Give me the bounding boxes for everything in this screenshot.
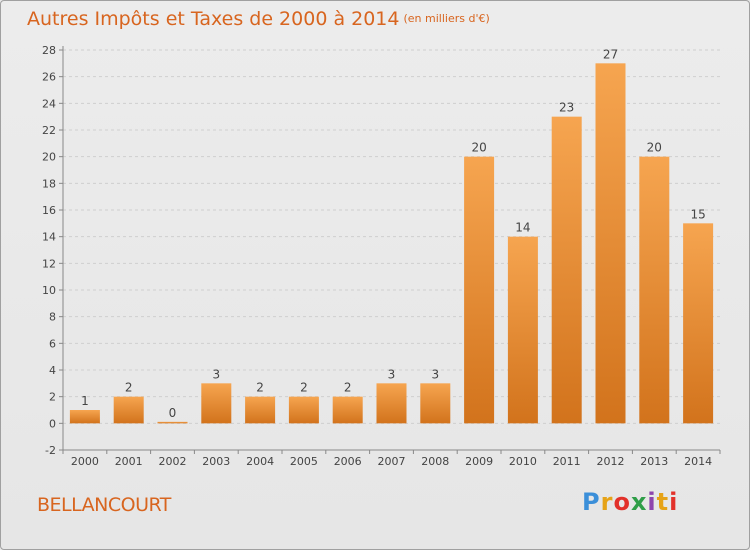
data-label: 20 — [471, 141, 486, 155]
bar — [69, 410, 100, 424]
bar — [201, 383, 232, 424]
y-tick-label: 22 — [42, 124, 56, 137]
x-tick-label: 2005 — [290, 455, 318, 468]
y-tick-label: 4 — [49, 364, 56, 377]
y-tick-label: 16 — [42, 204, 56, 217]
data-label: 27 — [603, 47, 618, 61]
x-tick-label: 2004 — [246, 455, 274, 468]
data-label: 2 — [125, 381, 133, 395]
x-tick-label: 2012 — [597, 455, 625, 468]
bar — [288, 396, 319, 424]
y-tick-label: 20 — [42, 151, 56, 164]
title-unit: (en milliers d'€) — [403, 12, 490, 25]
bars — [69, 63, 714, 424]
bar — [595, 63, 626, 424]
data-label: 3 — [388, 367, 396, 381]
y-tick-label: 6 — [49, 337, 56, 350]
bar — [245, 396, 276, 424]
data-label: 2 — [256, 381, 264, 395]
y-tick-label: 12 — [42, 257, 56, 270]
y-tick-label: -2 — [45, 444, 56, 457]
bar — [464, 156, 495, 424]
data-label: 1 — [81, 394, 89, 408]
data-label: 0 — [169, 406, 177, 420]
bar — [157, 421, 188, 424]
bar — [639, 156, 670, 424]
bar — [376, 383, 407, 424]
data-label: 2 — [300, 381, 308, 395]
x-tick-label: 2002 — [159, 455, 187, 468]
x-tick-label: 2007 — [378, 455, 406, 468]
data-label: 2 — [344, 381, 352, 395]
y-tick-label: 2 — [49, 391, 56, 404]
data-label: 14 — [515, 221, 530, 235]
y-tick-label: 28 — [42, 44, 56, 57]
title-text: Autres Impôts et Taxes de 2000 à 2014 — [27, 8, 400, 30]
y-tick-label: 8 — [49, 311, 56, 324]
data-label: 20 — [647, 141, 662, 155]
city-name: BELLANCOURT — [37, 494, 171, 516]
y-tick-label: 26 — [42, 71, 56, 84]
chart-title: Autres Impôts et Taxes de 2000 à 2014 (en… — [27, 8, 490, 30]
bar — [420, 383, 451, 424]
x-tick-label: 2006 — [334, 455, 362, 468]
proxiti-logo[interactable]: Proxiti — [582, 488, 679, 516]
bar — [507, 236, 538, 424]
x-tick-label: 2001 — [115, 455, 143, 468]
x-tick-label: 2013 — [640, 455, 668, 468]
x-tick-label: 2011 — [553, 455, 581, 468]
bar — [113, 396, 144, 424]
bar — [683, 223, 714, 424]
x-tick-label: 2014 — [684, 455, 712, 468]
x-tick-label: 2003 — [202, 455, 230, 468]
y-tick-label: 18 — [42, 177, 56, 190]
data-label: 3 — [431, 367, 439, 381]
y-tick-label: 14 — [42, 231, 56, 244]
labels: -202468101214161820222426281200022001020… — [42, 44, 712, 468]
bar — [551, 116, 582, 424]
y-tick-label: 0 — [49, 417, 56, 430]
x-tick-label: 2008 — [421, 455, 449, 468]
y-tick-label: 10 — [42, 284, 56, 297]
axes — [59, 46, 721, 454]
data-label: 15 — [690, 207, 705, 221]
x-tick-label: 2010 — [509, 455, 537, 468]
data-label: 23 — [559, 101, 574, 115]
data-label: 3 — [212, 367, 220, 381]
y-tick-label: 24 — [42, 97, 56, 110]
x-tick-label: 2009 — [465, 455, 493, 468]
x-tick-label: 2000 — [71, 455, 99, 468]
bar — [332, 396, 363, 424]
